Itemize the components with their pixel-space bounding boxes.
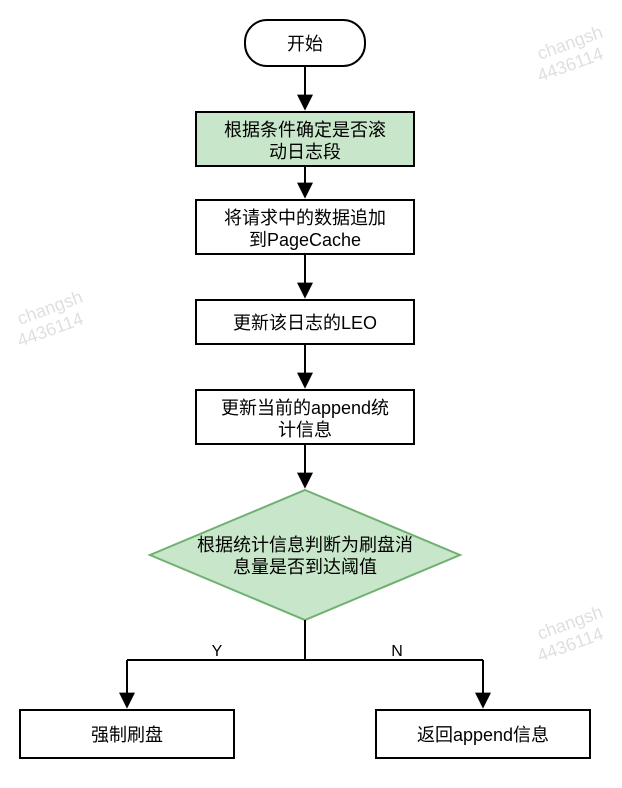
node-decision-line2: 息量是否到达阈值 bbox=[233, 557, 377, 577]
node-leo: 更新该日志的LEO bbox=[196, 300, 414, 344]
node-decision-line1: 根据统计信息判断为刷盘消 bbox=[197, 535, 413, 555]
node-roll: 根据条件确定是否滚 动日志段 bbox=[196, 112, 414, 166]
node-stats-line1: 更新当前的append统 bbox=[221, 398, 389, 418]
node-append: 将请求中的数据追加 到PageCache bbox=[196, 200, 414, 254]
node-stats-line2: 计信息 bbox=[278, 420, 332, 440]
node-start: 开始 bbox=[245, 20, 365, 66]
node-flush-label: 强制刷盘 bbox=[91, 725, 163, 745]
flowchart-canvas: changsh 4436114 changsh 4436114 changsh … bbox=[0, 0, 622, 788]
node-append-line2: 到PageCache bbox=[249, 230, 361, 250]
node-leo-label: 更新该日志的LEO bbox=[233, 313, 377, 333]
node-append-line1: 将请求中的数据追加 bbox=[224, 208, 386, 228]
node-flush: 强制刷盘 bbox=[20, 710, 234, 758]
node-return: 返回append信息 bbox=[376, 710, 590, 758]
edge-no-label: N bbox=[391, 643, 403, 660]
node-roll-line2: 动日志段 bbox=[269, 142, 341, 162]
node-decision: 根据统计信息判断为刷盘消 息量是否到达阈值 bbox=[150, 490, 460, 620]
edge-yes-label: Y bbox=[212, 643, 223, 660]
node-roll-line1: 根据条件确定是否滚 bbox=[224, 120, 386, 140]
node-start-label: 开始 bbox=[287, 34, 323, 54]
node-stats: 更新当前的append统 计信息 bbox=[196, 390, 414, 444]
node-return-label: 返回append信息 bbox=[417, 725, 549, 745]
